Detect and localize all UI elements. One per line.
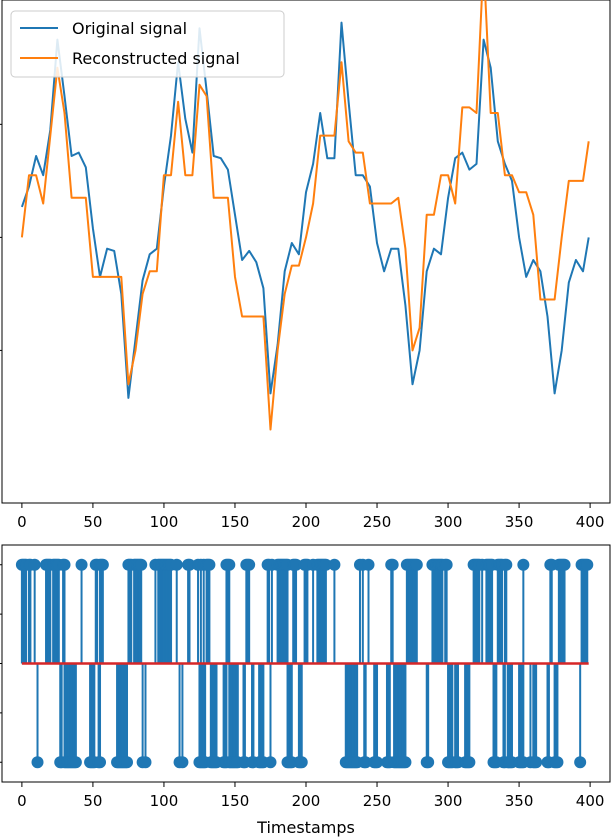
stem-marker [500, 558, 513, 571]
x-tick-label: 300 [434, 513, 463, 531]
legend: Original signal Reconstructed signal [10, 10, 285, 78]
series-line-reconstructed-signal [20, 0, 590, 431]
stem-marker [69, 756, 82, 769]
x-tick-label: 0 [17, 792, 27, 810]
stem-marker [551, 756, 564, 769]
stem-marker [28, 558, 41, 571]
stem-marker [75, 558, 88, 571]
x-tick-label: 250 [363, 792, 392, 810]
stem-marker [290, 558, 303, 571]
stem-marker [295, 756, 308, 769]
stem-marker [223, 558, 236, 571]
stem-marker [371, 756, 384, 769]
x-tick-label: 100 [150, 792, 179, 810]
stem-marker [399, 756, 412, 769]
stem-marker [440, 558, 453, 571]
stem-marker [328, 558, 341, 571]
stem-marker [176, 756, 189, 769]
series-line-original-signal [20, 21, 590, 399]
x-tick-label: 50 [83, 513, 102, 531]
stem-plot: 0 50 100 150 200 250 300 350 400 Timestamps [0, 544, 611, 837]
stem-marker [362, 558, 375, 571]
stem-marker [96, 558, 109, 571]
legend-box [10, 10, 285, 78]
x-tick-label: 100 [150, 513, 179, 531]
stem-marker [319, 558, 332, 571]
x-tick-label: 300 [434, 792, 463, 810]
stem-plot-y-ticks [0, 564, 2, 763]
x-tick-label: 150 [221, 792, 250, 810]
stem-marker [94, 756, 107, 769]
stem-marker [463, 756, 476, 769]
stem-marker [31, 756, 44, 769]
stem-marker [170, 558, 183, 571]
x-tick-label: 0 [17, 513, 27, 531]
stem-marker [243, 558, 256, 571]
stem-marker [264, 756, 277, 769]
stem-marker [58, 558, 71, 571]
stem-marker [359, 756, 372, 769]
x-tick-label: 200 [292, 513, 321, 531]
stem-marker [386, 558, 399, 571]
stem-plot-x-ticks: 0 50 100 150 200 250 300 350 400 [17, 782, 604, 810]
stem-marker [183, 558, 196, 571]
x-tick-label: 250 [363, 513, 392, 531]
stem-marker [530, 756, 543, 769]
signal-plot: 0 50 100 150 200 250 300 350 400 Original signal… [0, 0, 611, 531]
stem-marker [135, 558, 148, 571]
stem-marker [410, 558, 423, 571]
x-tick-label: 400 [576, 792, 605, 810]
stem-marker [581, 558, 594, 571]
stem-marker [203, 558, 216, 571]
stem-marker [422, 756, 435, 769]
x-axis-title: Timestamps [256, 818, 355, 837]
stem-marker [517, 558, 530, 571]
x-tick-label: 200 [292, 792, 321, 810]
legend-label-reconstructed-signal: Reconstructed signal [72, 49, 240, 68]
stem-markers [15, 558, 594, 769]
stem-marker [574, 756, 587, 769]
stem-marker [139, 756, 152, 769]
stem-marker [558, 558, 571, 571]
stem-lines [20, 564, 589, 763]
x-tick-label: 50 [83, 792, 102, 810]
x-tick-label: 150 [221, 513, 250, 531]
x-tick-label: 400 [576, 513, 605, 531]
legend-label-original-signal: Original signal [72, 19, 187, 38]
stem-marker [121, 756, 134, 769]
x-tick-label: 350 [505, 513, 534, 531]
signal-plot-x-ticks: 0 50 100 150 200 250 300 350 400 [17, 503, 604, 531]
x-tick-label: 350 [505, 792, 534, 810]
signal-plot-y-ticks [0, 123, 2, 351]
